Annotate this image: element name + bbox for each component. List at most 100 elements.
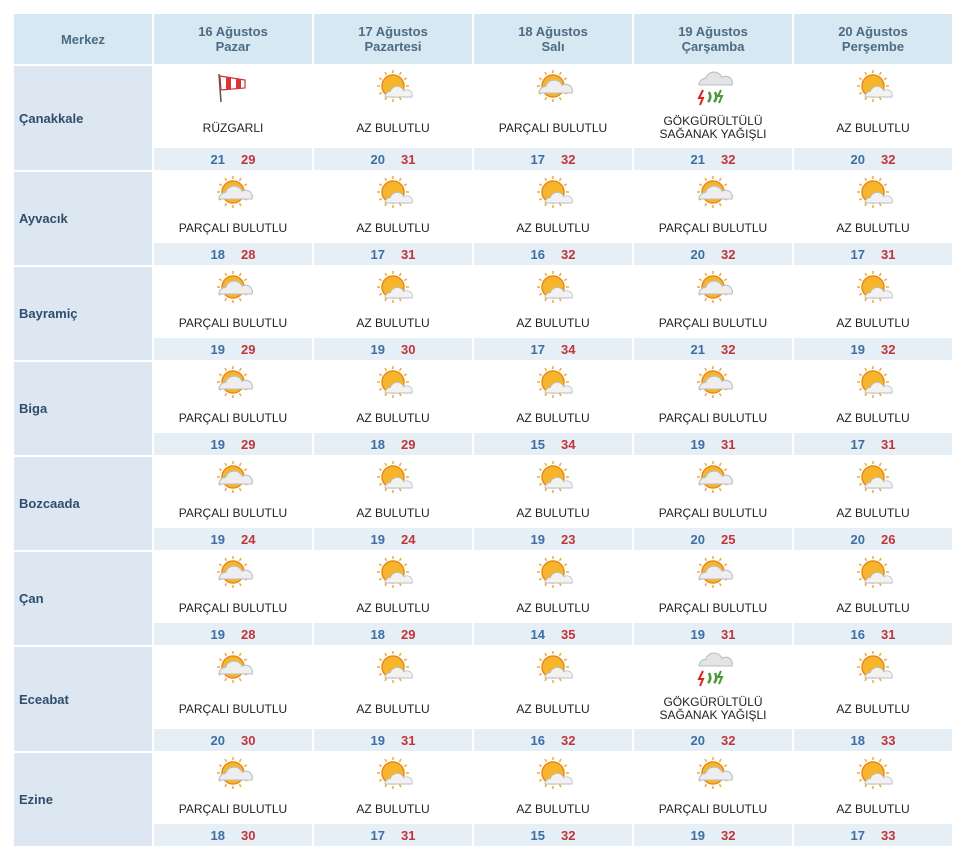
temperature-strip: 17 31: [314, 243, 472, 265]
city-name: Çan: [14, 552, 152, 645]
condition-cell: AZ BULUTLU: [794, 214, 952, 243]
condition-cell: AZ BULUTLU: [474, 214, 632, 243]
icon-graphic: [537, 70, 573, 102]
icon-graphic: [377, 757, 413, 789]
weather-icon: [314, 66, 472, 108]
weather-icon: [794, 647, 952, 689]
temperature-strip: 19 31: [634, 623, 792, 645]
min-temp: 14: [530, 626, 545, 642]
day-forecast: AZ BULUTLU 18 29: [314, 552, 472, 645]
day-forecast: AZ BULUTLU 17 31: [794, 362, 952, 455]
min-temp: 15: [530, 436, 545, 452]
day-forecast: GÖKGÜRÜLTÜLÜ SAĞANAK YAĞIŞLI 21 32: [634, 66, 792, 170]
temperature-strip: 20 32: [794, 148, 952, 170]
weather-icon: [794, 362, 952, 404]
weather-icon: [634, 172, 792, 214]
temperature-strip: 17 31: [794, 243, 952, 265]
condition-text: AZ BULUTLU: [356, 221, 430, 235]
city-name: Eceabat: [14, 647, 152, 751]
max-temp: 24: [401, 531, 416, 547]
condition-text: PARÇALI BULUTLU: [658, 601, 768, 615]
condition-text: AZ BULUTLU: [516, 701, 590, 716]
day-forecast: PARÇALI BULUTLU 21 32: [634, 267, 792, 360]
min-temp: 21: [690, 151, 705, 167]
icon-graphic: [218, 73, 246, 103]
condition-cell: PARÇALI BULUTLU: [154, 499, 312, 528]
icon-graphic: [857, 176, 893, 208]
max-temp: 32: [561, 827, 576, 843]
temperature-strip: 17 33: [794, 824, 952, 846]
weather-icon: [474, 172, 632, 214]
station-label: Merkez: [60, 31, 106, 47]
day-forecast: AZ BULUTLU 20 26: [794, 457, 952, 550]
icon-graphic: [537, 556, 573, 588]
condition-cell: PARÇALI BULUTLU: [154, 594, 312, 623]
icon-graphic: [697, 176, 733, 208]
weather-icon: [794, 552, 952, 594]
temperature-strip: 18 29: [314, 623, 472, 645]
city-name: Ayvacık: [14, 172, 152, 265]
min-temp: 16: [530, 732, 545, 748]
condition-text: PARÇALI BULUTLU: [658, 316, 768, 330]
icon-graphic: [217, 556, 253, 588]
condition-cell: AZ BULUTLU: [314, 309, 472, 338]
temperature-strip: 19 24: [154, 528, 312, 550]
day-forecast: AZ BULUTLU 19 30: [314, 267, 472, 360]
day-forecast: AZ BULUTLU 20 31: [314, 66, 472, 170]
min-temp: 19: [690, 827, 705, 843]
max-temp: 32: [721, 341, 736, 357]
day-date: 20 Ağustos: [838, 24, 908, 39]
min-temp: 18: [850, 732, 865, 748]
max-temp: 32: [721, 151, 736, 167]
max-temp: 31: [881, 436, 896, 452]
max-temp: 24: [241, 531, 256, 547]
weather-icon: [474, 753, 632, 795]
min-temp: 20: [850, 531, 865, 547]
condition-text: RÜZGARLI: [202, 120, 264, 135]
temperature-strip: 19 32: [794, 338, 952, 360]
weather-icon: [154, 362, 312, 404]
weather-icon: [314, 647, 472, 689]
condition-cell: AZ BULUTLU: [474, 499, 632, 528]
condition-text: PARÇALI BULUTLU: [658, 802, 768, 816]
condition-cell: AZ BULUTLU: [474, 594, 632, 623]
day-forecast: AZ BULUTLU 17 31: [314, 172, 472, 265]
max-temp: 31: [721, 436, 736, 452]
max-temp: 26: [881, 531, 896, 547]
condition-cell: PARÇALI BULUTLU: [634, 404, 792, 433]
forecast-table: Merkez 16 Ağustos Pazar 17 Ağustos Pazartes…: [14, 14, 952, 846]
icon-graphic: [377, 366, 413, 398]
day-forecast: PARÇALI BULUTLU 18 28: [154, 172, 312, 265]
icon-graphic: [377, 651, 413, 683]
max-temp: 29: [241, 436, 256, 452]
weather-icon: [474, 362, 632, 404]
icon-graphic: [697, 71, 733, 106]
max-temp: 30: [241, 732, 256, 748]
icon-graphic: [857, 556, 893, 588]
icon-graphic: [377, 556, 413, 588]
condition-cell: PARÇALI BULUTLU: [634, 309, 792, 338]
condition-cell: AZ BULUTLU: [314, 214, 472, 243]
condition-text: AZ BULUTLU: [516, 316, 590, 330]
min-temp: 16: [850, 626, 865, 642]
min-temp: 18: [370, 436, 385, 452]
icon-graphic: [537, 271, 573, 303]
condition-cell: AZ BULUTLU: [474, 404, 632, 433]
day-forecast: AZ BULUTLU 19 23: [474, 457, 632, 550]
weather-icon: [314, 267, 472, 309]
condition-cell: AZ BULUTLU: [314, 795, 472, 824]
icon-graphic: [377, 461, 413, 493]
temperature-strip: 17 31: [794, 433, 952, 455]
icon-graphic: [537, 176, 573, 208]
condition-cell: RÜZGARLI: [154, 108, 312, 148]
icon-graphic: [217, 757, 253, 789]
day-forecast: PARÇALI BULUTLU 19 24: [154, 457, 312, 550]
condition-text: PARÇALI BULUTLU: [658, 506, 768, 520]
min-temp: 17: [850, 246, 865, 262]
day-weekday: Perşembe: [841, 39, 905, 54]
condition-text: AZ BULUTLU: [836, 601, 910, 615]
temperature-strip: 17 34: [474, 338, 632, 360]
condition-text: AZ BULUTLU: [836, 802, 910, 816]
max-temp: 32: [721, 246, 736, 262]
temperature-strip: 14 35: [474, 623, 632, 645]
